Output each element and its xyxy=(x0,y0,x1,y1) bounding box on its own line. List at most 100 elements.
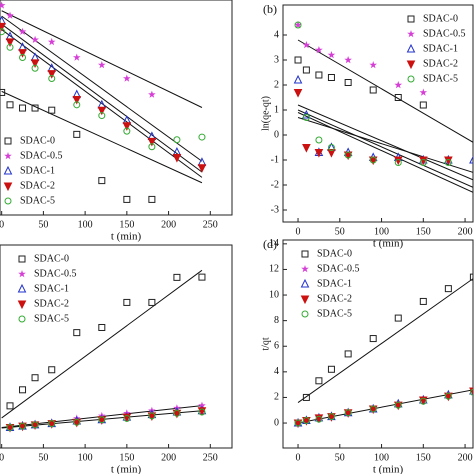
point xyxy=(369,156,377,164)
point xyxy=(48,366,56,374)
legend-marker xyxy=(407,30,415,38)
plot-area xyxy=(0,1,207,203)
fit-line xyxy=(297,117,473,173)
point xyxy=(98,416,106,424)
panel: 0 50 100 150 200 0 2 4 6 8 10 12 14 t (min) t/qt (d) SDA… xyxy=(260,237,474,474)
point xyxy=(444,392,452,400)
point xyxy=(47,70,57,79)
point xyxy=(394,401,402,409)
legend-label: SDAC-0.5 xyxy=(423,28,466,39)
point xyxy=(302,41,311,49)
point xyxy=(315,136,323,144)
fit-line xyxy=(297,109,473,188)
point xyxy=(172,153,182,163)
point xyxy=(315,71,323,79)
legend-marker xyxy=(3,165,13,175)
point xyxy=(344,79,352,86)
point xyxy=(419,101,427,109)
x-tick-label: 150 xyxy=(416,226,431,237)
legend-label: SDAC-5 xyxy=(423,73,458,84)
point xyxy=(444,285,452,293)
point xyxy=(173,409,181,417)
fit-line xyxy=(297,112,473,193)
y-tick-label: 0 xyxy=(274,129,279,140)
legend-marker xyxy=(4,137,12,145)
point xyxy=(198,401,206,409)
x-tick-label: 200 xyxy=(458,452,473,463)
point xyxy=(148,90,156,98)
point xyxy=(123,298,131,306)
point xyxy=(19,422,27,430)
point xyxy=(294,56,302,64)
legend-label: SDAC-5 xyxy=(34,313,69,324)
point xyxy=(48,420,56,428)
y-tick-label: -1 xyxy=(271,154,279,165)
point xyxy=(293,74,303,84)
point xyxy=(344,350,352,358)
point xyxy=(18,27,27,35)
point xyxy=(327,74,335,81)
point xyxy=(302,416,310,424)
point xyxy=(294,21,302,29)
point xyxy=(294,21,302,29)
legend-marker xyxy=(300,278,310,288)
point xyxy=(344,151,352,159)
legend-label: SDAC-0.5 xyxy=(20,150,63,161)
panel-label: (b) xyxy=(263,2,277,16)
x-tick-label: 0 xyxy=(0,452,4,463)
legend-marker xyxy=(406,60,416,70)
x-tick-label: 150 xyxy=(416,452,431,463)
y-tick-label: -3 xyxy=(271,204,279,215)
point xyxy=(344,56,352,64)
point xyxy=(123,74,131,82)
plot-area xyxy=(293,21,473,193)
point xyxy=(30,59,40,69)
point xyxy=(469,155,473,164)
panel: 0 50 100 150 200 250 t (min) SDAC-0 SDAC-0.5 SDAC… xyxy=(0,244,233,474)
x-tick-label: 100 xyxy=(374,452,389,463)
point xyxy=(73,130,81,138)
legend-marker xyxy=(4,152,12,160)
legend-label: SDAC-2 xyxy=(317,293,352,304)
point xyxy=(327,149,336,158)
y-tick-label: 2 xyxy=(274,392,279,403)
y-tick-label: 2 xyxy=(274,79,279,90)
plot-frame xyxy=(0,0,233,216)
y-tick-label: 12 xyxy=(269,264,279,275)
point xyxy=(419,159,427,166)
point xyxy=(31,421,39,429)
point xyxy=(369,335,377,343)
legend-marker xyxy=(407,15,415,23)
legend-label: SDAC-1 xyxy=(20,165,55,176)
panel: 0 50 100 150 200 -3 -2 -1 0 1 2 3 4 t (min) ln(qe-qt) (… xyxy=(260,2,474,250)
point xyxy=(0,1,6,9)
legend-marker xyxy=(300,295,310,305)
x-tick-label: 0 xyxy=(296,226,301,237)
point xyxy=(122,122,132,131)
x-axis-label: t (min) xyxy=(373,238,404,250)
point xyxy=(47,37,56,46)
y-tick-label: 3 xyxy=(274,54,279,65)
point xyxy=(197,164,207,173)
plot-area xyxy=(1,269,207,433)
point xyxy=(6,43,14,51)
point xyxy=(73,418,81,426)
point xyxy=(369,405,377,413)
plot-frame xyxy=(282,4,474,223)
legend-marker xyxy=(3,182,13,192)
point xyxy=(31,35,39,43)
x-tick-label: 50 xyxy=(38,219,48,230)
point xyxy=(31,64,39,72)
fit-line xyxy=(1,269,203,419)
legend-marker xyxy=(18,270,26,278)
legend-label: SDAC-0.5 xyxy=(34,268,77,279)
legend-label: SDAC-1 xyxy=(423,43,458,54)
legend-label: SDAC-2 xyxy=(20,180,55,191)
point xyxy=(469,273,473,281)
point xyxy=(419,88,428,96)
legend-label: SDAC-5 xyxy=(317,308,352,319)
legend-marker xyxy=(18,255,26,263)
plot-frame xyxy=(282,239,474,449)
point xyxy=(444,159,452,166)
